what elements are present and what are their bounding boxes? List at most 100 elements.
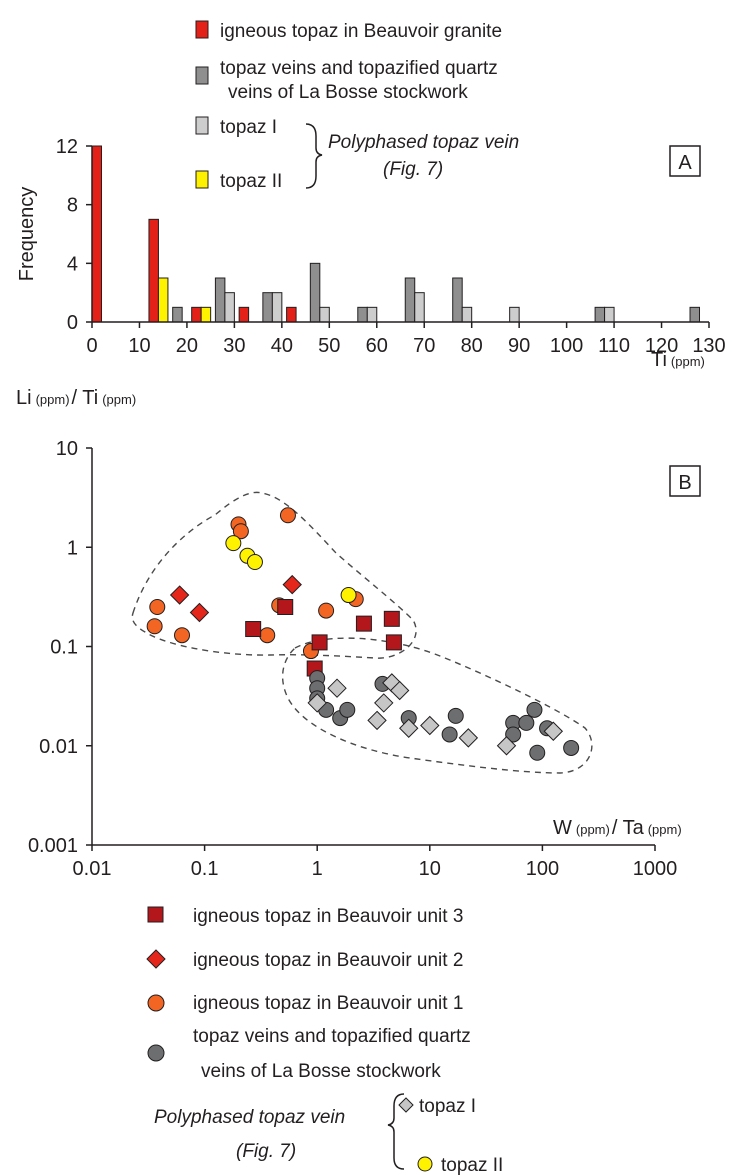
point-s3-9 — [447, 707, 464, 724]
point-s4-6 — [399, 718, 419, 738]
x-axis-label-ti-name: Ti — [651, 349, 667, 371]
scatter-legend-bracket — [387, 1093, 405, 1170]
legend-label-la-bosse-line1: topaz veins and topazified quartz — [220, 58, 498, 79]
bar-s2-2 — [319, 306, 330, 323]
point-s4-2 — [367, 710, 387, 731]
legend-swatch-topaz-i — [195, 116, 209, 135]
bar-s1-6 — [452, 277, 463, 323]
x-tick-label-b-5: 1000 — [633, 858, 678, 880]
bar-s2-7 — [604, 306, 615, 323]
point-s3-5 — [339, 701, 356, 718]
x-tick-label-a-1: 10 — [128, 335, 150, 357]
legend-swatch-beauvoir-granite — [195, 20, 209, 39]
x-label-w: W — [553, 817, 572, 839]
point-s5-2 — [246, 554, 263, 571]
point-s3-11 — [505, 726, 522, 743]
point-s2-2 — [311, 634, 328, 651]
point-s3-8 — [441, 726, 458, 743]
y-axis-label-li-ti: Li (ppm) / Ti (ppm) — [16, 387, 136, 409]
panel-label-a: A — [678, 152, 692, 174]
point-s0-1 — [149, 599, 166, 616]
y-tick-label-b-4: 10 — [56, 438, 78, 460]
x-label-w-unit: (ppm) — [576, 822, 610, 837]
point-s4-1 — [327, 678, 347, 698]
x-tick-label-a-11: 110 — [598, 335, 630, 357]
y-label-li-unit: (ppm) — [36, 392, 70, 407]
x-tick-label-b-2: 1 — [312, 858, 323, 880]
scatter-points — [146, 507, 580, 761]
legend-label-la-bosse-line1: topaz veins and topazified quartz — [193, 1026, 471, 1047]
bar-s1-2 — [262, 292, 273, 323]
x-tick-label-a-5: 50 — [318, 335, 340, 357]
point-s3-14 — [529, 744, 546, 761]
legend-swatch-topaz-ii — [195, 170, 209, 189]
bar-s1-1 — [214, 277, 226, 323]
legend-label-la-bosse-line2: veins of La Bosse stockwork — [201, 1061, 441, 1082]
legend-marker-unit-2 — [146, 949, 166, 969]
point-s2-0 — [245, 621, 262, 638]
bar-s2-1 — [271, 292, 283, 323]
point-s1-2 — [282, 574, 302, 595]
legend-label-topaz-ii: topaz II — [220, 171, 282, 192]
y-label-li: Li — [16, 387, 32, 409]
scatter-bracket-note: Polyphased topaz vein — [154, 1107, 345, 1128]
y-label-ti-unit: (ppm) — [102, 392, 136, 407]
stockwork-field-outline — [281, 637, 593, 774]
panel-label-box-a — [669, 145, 701, 177]
scatter-legend-label-topaz-ii: topaz II — [441, 1155, 503, 1175]
bar-s0-2 — [191, 306, 202, 323]
point-s2-5 — [385, 634, 402, 651]
x-tick-label-a-9: 90 — [508, 335, 530, 357]
bar-s2-5 — [461, 306, 473, 323]
histogram-panel: igneous topaz in Beauvoir granite topaz … — [16, 20, 726, 371]
histogram-legend: igneous topaz in Beauvoir granite topaz … — [195, 20, 519, 192]
point-s4-7 — [420, 715, 440, 736]
x-axis-label-ti: Ti (ppm) — [651, 349, 705, 371]
scatter-legend-label-topaz-i: topaz I — [419, 1096, 476, 1117]
legend-marker-unit-1 — [147, 994, 165, 1012]
legend-marker-topaz-i — [398, 1097, 414, 1113]
point-s2-3 — [355, 615, 372, 632]
point-s4-10 — [543, 721, 564, 741]
bar-s1-3 — [309, 262, 321, 323]
legend-marker-topaz-ii — [417, 1156, 433, 1172]
x-tick-label-b-1: 0.1 — [191, 858, 219, 880]
x-tick-label-b-0: 0.01 — [73, 858, 112, 880]
bar-s0-4 — [286, 306, 297, 323]
bar-s2-3 — [366, 306, 378, 323]
point-s4-8 — [458, 728, 479, 748]
legend-label-la-bosse-line2: veins of La Bosse stockwork — [228, 82, 468, 103]
bar-s1-5 — [404, 277, 416, 323]
bar-s3-0 — [157, 277, 169, 323]
legend-marker-unit-3 — [147, 906, 164, 923]
x-tick-label-a-8: 80 — [461, 335, 483, 357]
point-s1-1 — [189, 602, 210, 623]
y-tick-label-b-3: 1 — [67, 537, 78, 559]
point-s0-0 — [146, 618, 163, 635]
bar-s0-1 — [148, 218, 159, 323]
x-tick-label-a-2: 20 — [176, 335, 198, 357]
y-tick-label-a-2: 8 — [67, 195, 78, 217]
point-s0-2 — [174, 627, 191, 644]
y-tick-label-b-0: 0.001 — [28, 835, 78, 857]
point-s0-8 — [318, 602, 335, 619]
bar-s1-4 — [357, 306, 368, 323]
legend-bracket — [305, 123, 323, 189]
point-s0-7 — [279, 507, 296, 524]
bar-s0-3 — [238, 306, 250, 323]
x-tick-label-a-3: 30 — [223, 335, 245, 357]
legend-swatch-la-bosse — [195, 66, 209, 85]
x-tick-label-a-12: 120 — [645, 335, 678, 357]
legend-label-beauvoir-granite: igneous topaz in Beauvoir granite — [220, 21, 502, 42]
legend-label-unit-1: igneous topaz in Beauvoir unit 1 — [193, 993, 463, 1014]
scatter-panel: Li (ppm) / Ti (ppm) B 0.01 0.1 1 10 100 10000.00… — [16, 387, 701, 1175]
bracket-note: Polyphased topaz vein — [328, 132, 519, 153]
panel-label-b: B — [678, 472, 691, 494]
y-tick-label-a-3: 12 — [56, 136, 78, 158]
point-s5-0 — [225, 535, 242, 552]
bar-s2-6 — [509, 306, 520, 323]
point-s4-0 — [307, 693, 327, 713]
point-s3-16 — [563, 739, 580, 756]
x-tick-label-a-7: 70 — [413, 335, 435, 357]
